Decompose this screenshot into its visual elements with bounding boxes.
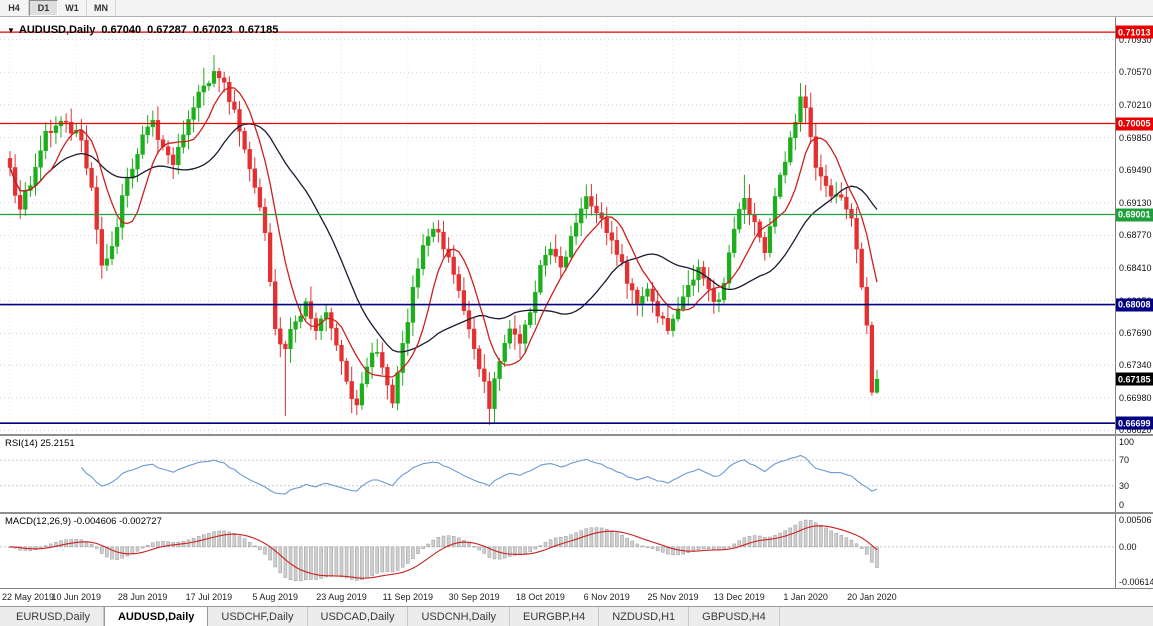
price-axis-tick: 0.68410 xyxy=(1119,263,1152,274)
date-axis-label: 18 Oct 2019 xyxy=(515,592,565,602)
price-axis-tick: 0.68770 xyxy=(1119,230,1152,241)
rsi-indicator-pane[interactable]: RSI(14) 25.2151 xyxy=(0,436,1115,512)
timeframe-button-d1[interactable]: D1 xyxy=(29,0,58,16)
chart-tab-usdchf[interactable]: USDCHF,Daily xyxy=(208,607,308,626)
date-axis-label: 20 Jan 2020 xyxy=(847,592,897,602)
main-chart-pane[interactable]: ▼ AUDUSD,Daily 0.67040 0.67287 0.67023 0… xyxy=(0,17,1115,434)
price-axis-tick: 0.70930 xyxy=(1119,34,1152,45)
macd-indicator-pane[interactable]: MACD(12,26,9) -0.004606 -0.002727 xyxy=(0,514,1115,588)
rsi-axis-tick: 100 xyxy=(1119,437,1135,447)
macd-histogram xyxy=(8,519,879,582)
date-axis-label: 5 Aug 2019 xyxy=(252,592,298,602)
price-line-label[interactable]: 0.68008 xyxy=(1116,298,1153,312)
timeframe-button-h4[interactable]: H4 xyxy=(0,0,29,16)
chart-tabs-bar: EURUSD,Daily AUDUSD,Daily USDCHF,Daily USDC… xyxy=(0,606,1153,626)
rsi-axis-tick: 30 xyxy=(1119,480,1130,491)
price-axis-tick: 0.66620 xyxy=(1119,425,1152,436)
date-axis-label: 30 Sep 2019 xyxy=(448,592,500,602)
date-axis-label: 10 Jun 2019 xyxy=(51,592,102,602)
price-axis-tick: 0.67690 xyxy=(1119,328,1152,339)
candlestick-chart[interactable] xyxy=(0,17,1115,434)
chart-tab-eurusd[interactable]: EURUSD,Daily xyxy=(3,607,104,626)
chart-tab-usdcad[interactable]: USDCAD,Daily xyxy=(308,607,409,626)
rsi-axis-tick: 0 xyxy=(1119,500,1125,510)
date-axis-label: 23 Aug 2019 xyxy=(316,592,367,602)
chart-tab-gbpusd[interactable]: GBPUSD,H4 xyxy=(689,607,780,626)
price-axis-tick: 0.66980 xyxy=(1119,392,1152,403)
price-line-label[interactable]: 0.66699 xyxy=(1116,416,1153,430)
price-axis-tick: 0.69490 xyxy=(1119,165,1152,176)
price-axis-tick: 0.70570 xyxy=(1119,67,1152,78)
date-axis-label: 1 Jan 2020 xyxy=(783,592,828,602)
price-line-label[interactable]: 0.70005 xyxy=(1116,117,1153,131)
ma-slow-line xyxy=(9,123,878,353)
timeframe-button-w1[interactable]: W1 xyxy=(58,0,87,16)
macd-axis-tick: 0.00506 xyxy=(1119,515,1152,525)
time-axis[interactable]: 22 May 2019 10 Jun 2019 28 Jun 2019 17 Jul … xyxy=(0,588,1153,606)
price-line-label[interactable]: 0.71013 xyxy=(1116,25,1153,39)
chart-tab-audusd[interactable]: AUDUSD,Daily xyxy=(103,606,209,626)
price-axis-tick: 0.67340 xyxy=(1119,360,1152,371)
macd-chart[interactable] xyxy=(0,514,1115,588)
chart-tab-nzdusd[interactable]: NZDUSD,H1 xyxy=(599,607,690,626)
timeframe-button-mn[interactable]: MN xyxy=(87,0,116,16)
date-axis-label: 6 Nov 2019 xyxy=(583,592,630,602)
rsi-axis-tick: 70 xyxy=(1119,455,1130,466)
ma-fast-line xyxy=(9,87,878,378)
price-axis-tick: 0.69130 xyxy=(1119,197,1152,208)
grid xyxy=(0,17,1115,434)
price-axis[interactable]: 0.70930 0.70570 0.70210 0.69850 0.69490 0.691… xyxy=(1115,17,1153,436)
candles xyxy=(7,55,880,425)
macd-axis-tick: -0.00614 xyxy=(1119,577,1153,587)
rsi-line xyxy=(80,454,878,495)
rsi-axis[interactable]: 100 70 30 0 xyxy=(1115,436,1153,512)
date-axis-label: 28 Jun 2019 xyxy=(117,592,168,602)
chart-tab-usdcnh[interactable]: USDCNH,Daily xyxy=(408,607,511,626)
date-axis-label: 13 Dec 2019 xyxy=(713,592,765,602)
macd-axis-tick: 0.00 xyxy=(1119,541,1137,552)
date-axis-label: 22 May 2019 xyxy=(2,592,55,602)
current-price-label: 0.67185 xyxy=(1116,372,1153,386)
price-line-label[interactable]: 0.69001 xyxy=(1116,208,1153,222)
pane-separator[interactable] xyxy=(0,434,1153,436)
rsi-chart[interactable] xyxy=(0,436,1115,512)
macd-axis[interactable]: 0.00506 0.00 -0.00614 xyxy=(1115,514,1153,588)
chart-tab-eurgbp[interactable]: EURGBP,H4 xyxy=(510,607,600,626)
rsi-indicator-label: RSI(14) 25.2151 xyxy=(5,438,75,449)
pane-separator[interactable] xyxy=(0,512,1153,514)
date-axis-label: 25 Nov 2019 xyxy=(647,592,699,602)
price-axis-tick: 0.70210 xyxy=(1119,99,1152,110)
macd-signal-line xyxy=(9,525,878,579)
date-axis-label: 17 Jul 2019 xyxy=(185,592,233,602)
date-axis-label: 11 Sep 2019 xyxy=(382,592,433,602)
macd-indicator-label: MACD(12,26,9) -0.004606 -0.002727 xyxy=(5,516,162,527)
price-axis-tick: 0.69850 xyxy=(1119,132,1152,143)
timeframe-toolbar: H4 D1 W1 MN xyxy=(0,0,1153,17)
